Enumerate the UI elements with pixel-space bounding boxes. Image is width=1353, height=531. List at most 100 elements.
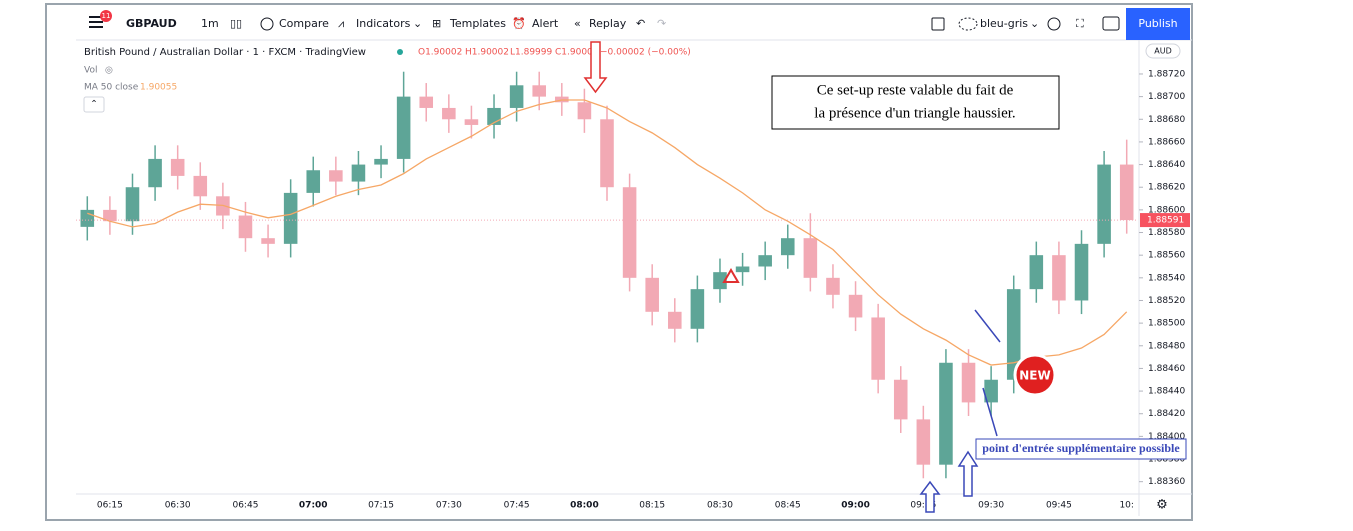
x-tick-label: 06:45 <box>232 501 258 511</box>
candle-body <box>261 238 275 244</box>
replay-button[interactable]: Replay <box>589 17 627 30</box>
compare-button[interactable]: Compare <box>279 17 329 30</box>
pointer-line <box>974 309 1001 343</box>
y-tick-label: 1.88680 <box>1148 115 1185 125</box>
candle-body <box>826 277 840 295</box>
cloud-icon <box>958 17 978 31</box>
x-tick-label: 07:15 <box>368 501 394 511</box>
eye-icon[interactable]: ◎ <box>105 66 113 76</box>
badge-label: NEW <box>1019 369 1050 383</box>
layout-name[interactable]: bleu-gris <box>980 17 1028 30</box>
up-arrow <box>957 450 979 497</box>
camera-icon[interactable] <box>1102 16 1120 31</box>
candle-body <box>713 272 727 290</box>
candle-body <box>329 170 343 182</box>
candle-body <box>1119 164 1134 221</box>
ohlc-open: O1.90002 <box>418 48 462 58</box>
x-tick-label: 06:15 <box>97 501 123 511</box>
alert-icon: ⏰ <box>512 16 526 30</box>
axis-settings[interactable]: ⚙ <box>1156 498 1168 513</box>
candle-body <box>758 255 772 267</box>
candle-body <box>690 289 705 329</box>
ohlc-change: −0.00002 (−0.00%) <box>600 48 691 58</box>
candle-body <box>442 107 456 120</box>
symbol[interactable]: GBPAUD <box>126 17 177 30</box>
annotations: Ce set-up reste valable du fait de la pr… <box>583 41 1187 513</box>
candle-body <box>622 187 637 278</box>
templates-button[interactable]: Templates <box>449 17 506 30</box>
x-tick-label: 07:45 <box>504 501 530 511</box>
redo[interactable]: ↷ <box>657 17 666 30</box>
candle-body <box>1097 164 1111 244</box>
alert-button[interactable]: Alert <box>532 17 559 30</box>
x-tick-label: 07:30 <box>436 501 462 511</box>
y-tick-label: 1.88520 <box>1148 296 1185 306</box>
dropdown[interactable]: ⌄ <box>413 17 422 30</box>
ohlc-low: L1.89999 <box>510 48 553 58</box>
candle-body <box>532 85 546 97</box>
y-tick-label: 1.88600 <box>1148 205 1185 215</box>
candle-body <box>374 158 388 165</box>
x-tick-label: 09:00 <box>841 501 870 511</box>
candle-body <box>984 379 998 403</box>
candle-body <box>193 175 208 197</box>
callout-line: la présence d'un triangle haussier. <box>814 105 1015 121</box>
chart-type-icon[interactable]: ▯▯ <box>230 17 242 30</box>
templates-icon: ⊞ <box>432 17 441 30</box>
collapse-button[interactable] <box>83 96 105 113</box>
candle-body <box>735 266 750 273</box>
checkbox[interactable] <box>931 17 945 31</box>
x-tick-label: 09:45 <box>1046 501 1072 511</box>
currency-button[interactable] <box>1145 43 1181 59</box>
publish-label: Publish <box>1138 17 1177 30</box>
publish-button[interactable] <box>1126 8 1190 40</box>
candle-body <box>396 96 411 159</box>
candle-body <box>125 187 140 222</box>
candle-body <box>1052 255 1066 301</box>
x-tick-label: 10: <box>1119 501 1133 511</box>
y-tick-label: 1.88500 <box>1148 319 1185 329</box>
y-tick-label: 1.88440 <box>1148 387 1185 397</box>
toolbar: 11 GBPAUD 1m ▯▯ Compare Indicators ⩘ ⌄ ⊞… <box>89 8 1190 40</box>
menu-icon[interactable] <box>89 16 103 18</box>
indicators-button[interactable]: Indicators <box>356 17 411 30</box>
x-tick-label: 08:15 <box>639 501 665 511</box>
triangle-marker <box>722 268 740 283</box>
callout-box <box>771 75 1060 130</box>
currency: AUD <box>1154 47 1172 56</box>
candle-body <box>848 294 863 318</box>
menu-icon-bar <box>89 21 103 23</box>
candle-body <box>1029 255 1044 290</box>
x-tick-label: 08:00 <box>570 501 599 511</box>
ohlc-high: H1.90002 <box>465 48 509 58</box>
menu-icon-bar <box>89 26 103 28</box>
last-price-tag <box>1140 213 1190 228</box>
settings-icon[interactable] <box>1047 17 1061 31</box>
candle-body <box>780 238 795 256</box>
candle-body <box>148 158 162 188</box>
last-price-label: 1.88591 <box>1147 216 1184 226</box>
candle-body <box>509 85 524 108</box>
dropdown[interactable]: ⌄ <box>1030 17 1039 30</box>
price-plot: 1.88360 1.88380 1.88400 1.88420 1.88440 1.884… <box>76 69 1190 511</box>
candle-body <box>170 158 185 176</box>
x-tick-label: 08:30 <box>707 501 733 511</box>
y-tick-label: 1.88640 <box>1148 160 1185 170</box>
undo[interactable]: ↶ <box>636 17 645 30</box>
candle-body <box>419 96 434 108</box>
y-tick-label: 1.88620 <box>1148 183 1185 193</box>
candle-body <box>283 192 298 244</box>
candle-body <box>871 317 885 380</box>
y-tick-label: 1.88560 <box>1148 251 1185 261</box>
indicators-icon: ⩘ <box>338 17 344 30</box>
candle-body <box>668 311 682 329</box>
fullscreen-icon[interactable]: ⛶ <box>1076 17 1084 30</box>
candle-body <box>80 209 95 227</box>
notification-count: 11 <box>102 12 111 20</box>
replay-icon: « <box>574 17 581 30</box>
y-tick-label: 1.88400 <box>1148 432 1185 442</box>
interval[interactable]: 1m <box>201 17 219 30</box>
candle-body <box>464 119 479 125</box>
ma-value: 1.90055 <box>140 83 177 93</box>
